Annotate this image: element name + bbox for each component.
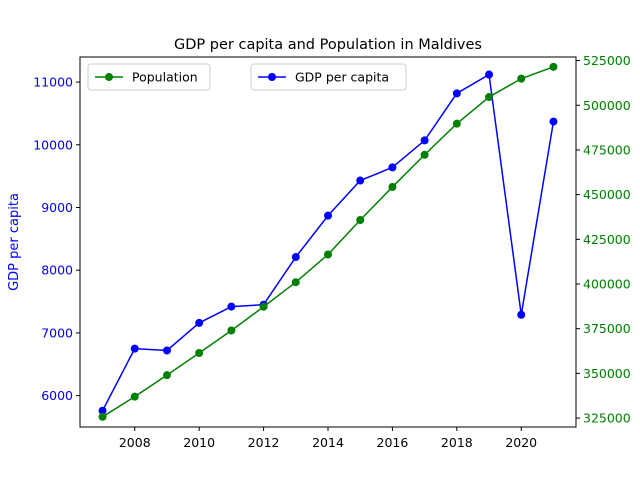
x-tick-label: 2012 [248, 435, 280, 450]
population-point [452, 119, 461, 128]
y-axis-left-label: GDP per capita [7, 193, 22, 291]
chart-title: GDP per capita and Population in Maldive… [174, 37, 482, 53]
population-point [356, 216, 365, 225]
x-tick-label: 2008 [119, 435, 151, 450]
population-point [324, 250, 332, 259]
population-point [227, 326, 236, 335]
population-point [162, 371, 171, 380]
population-point [388, 182, 397, 191]
legend-box [87, 63, 211, 91]
x-tick-label: 2014 [312, 435, 344, 450]
x-tick-label: 2018 [441, 435, 473, 450]
population-point [549, 62, 558, 71]
gdp-per-capita-point [162, 346, 171, 355]
plot-area [79, 56, 577, 428]
gdp-per-capita-point [485, 70, 494, 79]
gdp-per-capita-point [549, 117, 558, 126]
y-right-tick-label: 425000 [583, 232, 631, 247]
y-left-tick-label: 8000 [41, 263, 73, 278]
y-right-tick-label: 475000 [583, 142, 631, 157]
y-left-tick-label: 9000 [41, 200, 73, 215]
gdp-per-capita-point [291, 253, 300, 262]
legend-layer: Population GDP per capita [87, 63, 407, 91]
gdp-per-capita-point [324, 211, 332, 220]
population-point [485, 93, 494, 102]
y-right-tick-label: 325000 [583, 411, 631, 426]
y-right-tick-label: 450000 [583, 187, 631, 202]
y-right-tick-label: 500000 [583, 98, 631, 113]
gdp-per-capita-point [356, 176, 365, 185]
population-line [102, 66, 554, 418]
gdp-per-capita-point [227, 302, 236, 311]
gdp-per-capita-point [98, 406, 107, 415]
population-point [420, 150, 429, 159]
population-point [259, 302, 268, 311]
y-axis-left: 6000 7000 8000 9000 10000 11000 [33, 75, 80, 403]
legend-label-gdp-per-capita: GDP per capita [295, 70, 389, 85]
population-point [517, 74, 526, 83]
y-axis-right: 325000 350000 375000 400000 425000 450000 4750… [576, 53, 631, 426]
x-axis: 2008 2010 2012 2014 2016 2018 2020 [119, 427, 537, 450]
y-left-tick-label: 11000 [33, 75, 73, 90]
gdp-per-capita-point [420, 136, 429, 145]
y-right-tick-label: 400000 [583, 277, 631, 292]
y-right-tick-label: 525000 [583, 53, 631, 68]
y-left-tick-label: 7000 [41, 325, 73, 340]
series-layer [98, 62, 558, 421]
legend-marker-gdp-per-capita [268, 73, 276, 81]
population-point [130, 392, 139, 401]
gdp-per-capita-point [452, 89, 461, 98]
gdp-per-capita-line [101, 73, 555, 412]
x-tick-label: 2016 [377, 435, 409, 450]
y-left-tick-label: 10000 [33, 137, 73, 152]
gdp-per-capita-point [517, 310, 526, 319]
y-right-tick-label: 350000 [583, 366, 631, 381]
population-point [195, 349, 204, 357]
y-left-tick-label: 6000 [41, 388, 73, 403]
legend-marker-population [105, 73, 113, 81]
legend-label-population: Population [132, 70, 198, 85]
gdp-per-capita-point [195, 318, 204, 327]
legend-box [250, 63, 407, 91]
y-right-tick-label: 375000 [583, 321, 631, 336]
population-point [291, 278, 300, 287]
gdp-per-capita-point [388, 163, 397, 172]
x-tick-label: 2010 [183, 435, 215, 450]
population-point [98, 412, 107, 421]
x-tick-label: 2020 [505, 435, 537, 450]
gdp-per-capita-point [130, 344, 139, 353]
